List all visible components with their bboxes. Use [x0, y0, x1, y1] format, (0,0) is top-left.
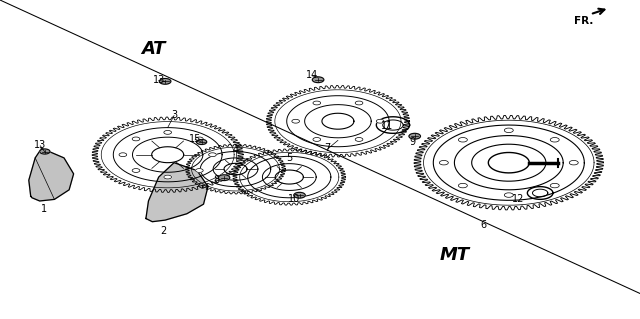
Polygon shape [29, 148, 74, 201]
Circle shape [458, 137, 467, 142]
Text: 3: 3 [171, 110, 177, 120]
Circle shape [294, 192, 305, 198]
Text: 9: 9 [409, 137, 415, 147]
Circle shape [355, 101, 363, 105]
Circle shape [195, 137, 203, 141]
Text: 1: 1 [40, 204, 47, 214]
Circle shape [440, 160, 449, 165]
Text: 13: 13 [34, 140, 47, 150]
Circle shape [164, 175, 172, 179]
Text: AT: AT [141, 41, 166, 58]
Text: 12: 12 [512, 194, 525, 204]
Text: 8: 8 [213, 175, 220, 185]
Circle shape [312, 77, 324, 83]
Text: FR.: FR. [574, 16, 593, 26]
Text: MT: MT [439, 246, 470, 264]
Circle shape [218, 175, 230, 181]
Circle shape [195, 168, 203, 172]
Circle shape [292, 119, 300, 123]
Circle shape [164, 130, 172, 134]
Circle shape [355, 137, 363, 141]
Circle shape [159, 78, 171, 84]
Circle shape [570, 160, 579, 165]
Text: 6: 6 [480, 220, 486, 230]
Text: 2: 2 [160, 226, 166, 236]
Text: 4: 4 [232, 145, 239, 155]
Polygon shape [146, 163, 208, 222]
Circle shape [119, 153, 127, 157]
Text: 7: 7 [324, 143, 331, 153]
Circle shape [313, 101, 321, 105]
Circle shape [550, 137, 559, 142]
Text: 15: 15 [189, 134, 202, 144]
Circle shape [458, 183, 467, 188]
Circle shape [132, 137, 140, 141]
Circle shape [550, 183, 559, 188]
Circle shape [209, 153, 216, 157]
Text: 13: 13 [152, 75, 165, 85]
Circle shape [132, 168, 140, 172]
Circle shape [40, 149, 50, 154]
Text: 5: 5 [286, 153, 292, 163]
Text: 11: 11 [381, 121, 394, 131]
Circle shape [504, 128, 513, 133]
Circle shape [409, 133, 420, 139]
Circle shape [504, 193, 513, 197]
Circle shape [196, 139, 207, 145]
Circle shape [376, 119, 384, 123]
Text: 14: 14 [306, 70, 319, 80]
Text: 10: 10 [288, 194, 301, 204]
Circle shape [313, 137, 321, 141]
